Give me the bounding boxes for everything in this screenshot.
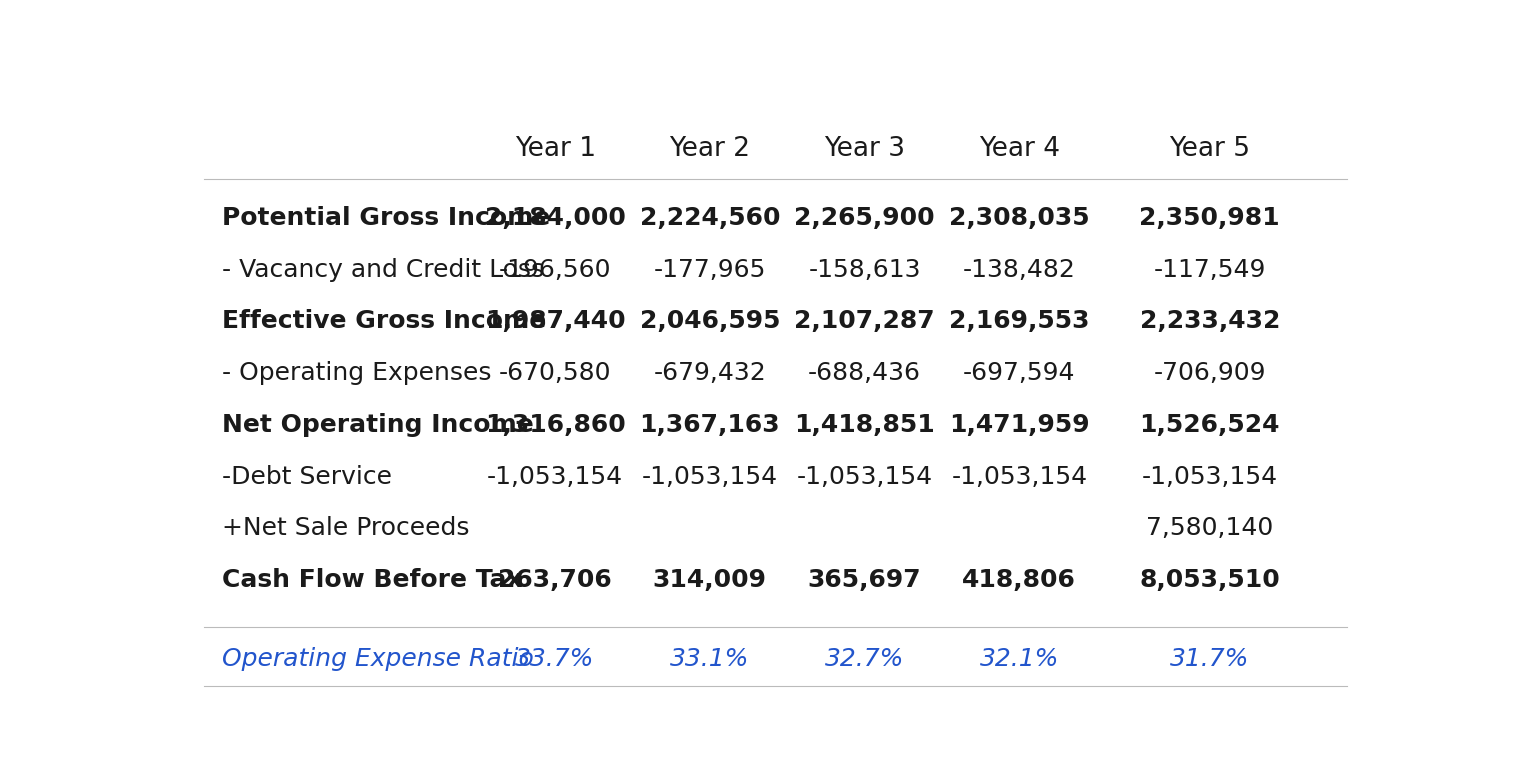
- Text: Potential Gross Income: Potential Gross Income: [221, 206, 550, 230]
- Text: 32.7%: 32.7%: [825, 647, 905, 671]
- Text: Year 1: Year 1: [515, 136, 596, 162]
- Text: -697,594: -697,594: [963, 361, 1075, 385]
- Text: Year 5: Year 5: [1169, 136, 1250, 162]
- Text: 2,184,000: 2,184,000: [485, 206, 625, 230]
- Text: -117,549: -117,549: [1154, 257, 1266, 281]
- Text: 1,526,524: 1,526,524: [1140, 413, 1279, 437]
- Text: -679,432: -679,432: [653, 361, 766, 385]
- Text: -1,053,154: -1,053,154: [951, 465, 1087, 489]
- Text: 2,233,432: 2,233,432: [1140, 309, 1279, 333]
- Text: 33.1%: 33.1%: [670, 647, 750, 671]
- Text: -158,613: -158,613: [808, 257, 920, 281]
- Text: 263,706: 263,706: [498, 568, 611, 592]
- Text: -1,053,154: -1,053,154: [1141, 465, 1278, 489]
- Text: +Net Sale Proceeds: +Net Sale Proceeds: [221, 516, 470, 540]
- Text: 2,046,595: 2,046,595: [639, 309, 780, 333]
- Text: 7,580,140: 7,580,140: [1146, 516, 1273, 540]
- Text: - Vacancy and Credit Loss: - Vacancy and Credit Loss: [221, 257, 544, 281]
- Text: 2,350,981: 2,350,981: [1140, 206, 1279, 230]
- Text: 2,107,287: 2,107,287: [794, 309, 935, 333]
- Text: 33.7%: 33.7%: [516, 647, 594, 671]
- Text: -1,053,154: -1,053,154: [642, 465, 777, 489]
- Text: Effective Gross Income: Effective Gross Income: [221, 309, 545, 333]
- Text: -706,909: -706,909: [1154, 361, 1266, 385]
- Text: 1,316,860: 1,316,860: [485, 413, 625, 437]
- Text: Year 3: Year 3: [825, 136, 905, 162]
- Text: - Operating Expenses: - Operating Expenses: [221, 361, 492, 385]
- Text: -1,053,154: -1,053,154: [487, 465, 624, 489]
- Text: 418,806: 418,806: [963, 568, 1077, 592]
- Text: 8,053,510: 8,053,510: [1140, 568, 1279, 592]
- Text: 32.1%: 32.1%: [980, 647, 1058, 671]
- Text: 2,265,900: 2,265,900: [794, 206, 935, 230]
- Text: Year 4: Year 4: [978, 136, 1060, 162]
- Text: 1,418,851: 1,418,851: [794, 413, 935, 437]
- Text: 31.7%: 31.7%: [1170, 647, 1249, 671]
- Text: 2,224,560: 2,224,560: [639, 206, 780, 230]
- Text: -1,053,154: -1,053,154: [797, 465, 932, 489]
- Text: 1,367,163: 1,367,163: [639, 413, 780, 437]
- Text: Net Operating Income: Net Operating Income: [221, 413, 533, 437]
- Text: Operating Expense Ratio: Operating Expense Ratio: [221, 647, 533, 671]
- Text: -688,436: -688,436: [808, 361, 922, 385]
- Text: -Debt Service: -Debt Service: [221, 465, 392, 489]
- Text: -670,580: -670,580: [499, 361, 611, 385]
- Text: Year 2: Year 2: [670, 136, 750, 162]
- Text: -196,560: -196,560: [499, 257, 611, 281]
- Text: 1,987,440: 1,987,440: [485, 309, 625, 333]
- Text: 2,308,035: 2,308,035: [949, 206, 1089, 230]
- Text: 365,697: 365,697: [808, 568, 922, 592]
- Text: Cash Flow Before Tax: Cash Flow Before Tax: [221, 568, 522, 592]
- Text: 1,471,959: 1,471,959: [949, 413, 1089, 437]
- Text: -138,482: -138,482: [963, 257, 1075, 281]
- Text: 314,009: 314,009: [653, 568, 766, 592]
- Text: -177,965: -177,965: [654, 257, 766, 281]
- Text: 2,169,553: 2,169,553: [949, 309, 1089, 333]
